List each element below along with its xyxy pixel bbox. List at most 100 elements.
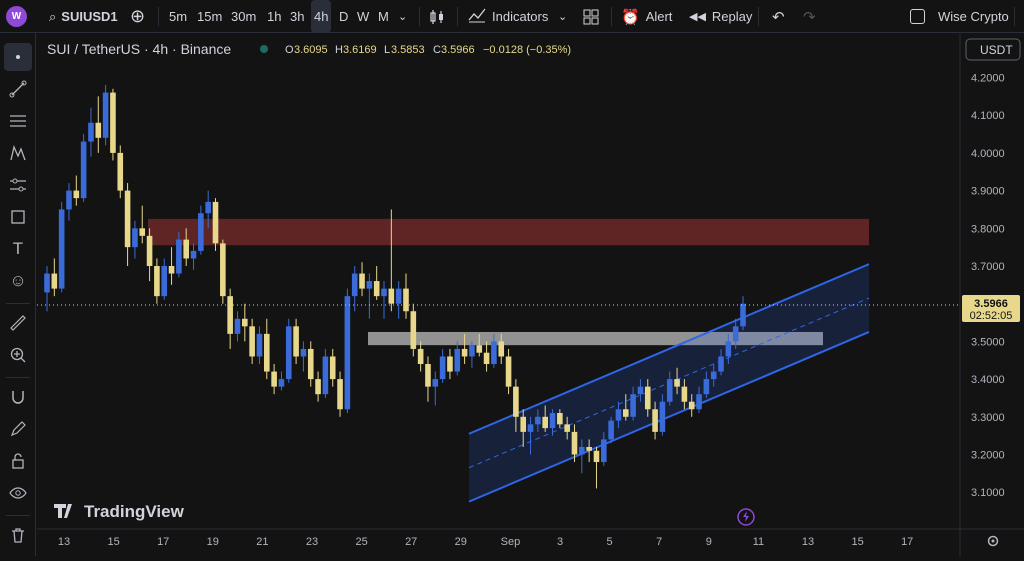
candle[interactable] — [337, 371, 343, 417]
candle[interactable] — [674, 367, 680, 395]
candle[interactable] — [454, 341, 461, 376]
shapes-icon[interactable] — [4, 203, 32, 231]
candle[interactable] — [249, 318, 255, 365]
candle[interactable] — [344, 288, 351, 414]
candle[interactable] — [381, 281, 387, 319]
symbol-search[interactable]: ⌕ SUIUSD1 — [49, 0, 118, 33]
currency-selector[interactable] — [965, 38, 1021, 61]
candle[interactable] — [234, 311, 241, 342]
candle[interactable] — [527, 416, 534, 455]
candle[interactable] — [168, 247, 175, 285]
candle[interactable] — [417, 341, 424, 372]
candle[interactable] — [285, 318, 292, 383]
candle[interactable] — [447, 348, 453, 380]
candle[interactable] — [88, 107, 94, 157]
trend-line-icon[interactable] — [4, 75, 32, 103]
account-logo[interactable]: W — [6, 6, 27, 27]
replay-button[interactable]: ◀◀ Replay — [689, 0, 752, 33]
candle[interactable] — [263, 318, 270, 380]
redo-icon[interactable]: ↷ — [803, 8, 816, 26]
candle[interactable] — [439, 348, 446, 383]
timeframe-30m[interactable]: 30m — [231, 9, 257, 24]
timeframe-4h[interactable]: 4h — [311, 0, 332, 33]
candle[interactable] — [227, 288, 233, 349]
text-tool-icon[interactable]: T — [12, 239, 24, 258]
ruler-icon[interactable] — [4, 309, 32, 337]
candle[interactable] — [542, 405, 548, 432]
candle[interactable] — [535, 409, 541, 432]
candle[interactable] — [586, 439, 592, 463]
timeframe-5m[interactable]: 5m — [169, 9, 188, 24]
candle[interactable] — [622, 394, 629, 421]
candle[interactable] — [51, 258, 58, 297]
undo-icon[interactable]: ↶ — [772, 8, 785, 26]
candle[interactable] — [161, 258, 168, 300]
candle[interactable] — [718, 348, 724, 376]
candle[interactable] — [732, 318, 739, 349]
candle[interactable] — [491, 333, 497, 368]
candle[interactable] — [652, 401, 658, 440]
candle[interactable] — [710, 364, 717, 387]
magnet-icon[interactable] — [4, 383, 32, 411]
indicators-button[interactable]: Indicators — [468, 0, 548, 33]
prediction-icon[interactable] — [4, 171, 32, 199]
candle[interactable] — [322, 348, 329, 398]
candle[interactable] — [557, 409, 563, 429]
candle[interactable] — [139, 205, 146, 244]
candles-icon[interactable] — [428, 0, 446, 33]
candle[interactable] — [366, 273, 373, 319]
candle[interactable] — [403, 273, 409, 319]
timeframe-1h[interactable]: 1h — [267, 9, 282, 24]
candle[interactable] — [176, 232, 182, 278]
candle[interactable] — [256, 326, 263, 365]
candle[interactable] — [579, 439, 585, 474]
candle[interactable] — [300, 341, 307, 372]
alert-button[interactable]: ⏰ Alert — [621, 0, 672, 33]
candle[interactable] — [666, 371, 673, 406]
candle[interactable] — [124, 183, 131, 266]
candle[interactable] — [571, 424, 578, 463]
candle[interactable] — [703, 371, 710, 398]
candle[interactable] — [329, 348, 336, 387]
candle[interactable] — [505, 348, 512, 395]
candle[interactable] — [410, 303, 417, 357]
candle[interactable] — [630, 386, 636, 421]
candle[interactable] — [117, 145, 124, 199]
resistance-zone[interactable] — [148, 218, 869, 246]
pattern-icon[interactable] — [4, 139, 32, 167]
candle[interactable] — [601, 431, 607, 466]
candle[interactable] — [80, 134, 87, 202]
candle[interactable] — [73, 175, 80, 206]
settings-gear-icon[interactable] — [987, 535, 999, 547]
candle[interactable] — [44, 266, 50, 312]
candle[interactable] — [102, 85, 109, 146]
candle[interactable] — [205, 190, 211, 229]
candle[interactable] — [696, 386, 702, 414]
timeframe-3h[interactable]: 3h — [290, 9, 305, 24]
candle[interactable] — [740, 296, 746, 331]
candle[interactable] — [307, 341, 314, 387]
candle[interactable] — [520, 409, 527, 447]
candle[interactable] — [110, 88, 116, 161]
fib-retracement-icon[interactable] — [4, 107, 32, 135]
candle[interactable] — [359, 262, 365, 297]
candle[interactable] — [483, 341, 490, 372]
candle[interactable] — [315, 371, 321, 402]
candle[interactable] — [461, 333, 468, 365]
candle[interactable] — [190, 243, 197, 270]
candle[interactable] — [564, 416, 570, 440]
candle[interactable] — [242, 303, 248, 342]
candle[interactable] — [688, 394, 695, 417]
lightning-icon[interactable] — [737, 508, 755, 526]
candle[interactable] — [608, 416, 614, 444]
candle[interactable] — [66, 183, 72, 221]
candle[interactable] — [659, 394, 666, 436]
candle[interactable] — [425, 356, 431, 402]
eye-icon[interactable] — [4, 479, 32, 507]
candle[interactable] — [432, 371, 439, 406]
timeframe-m[interactable]: M — [378, 9, 389, 24]
candle[interactable] — [549, 409, 556, 436]
dot-cursor-icon[interactable] — [4, 43, 32, 71]
candle[interactable] — [395, 281, 402, 319]
candle[interactable] — [498, 333, 505, 365]
